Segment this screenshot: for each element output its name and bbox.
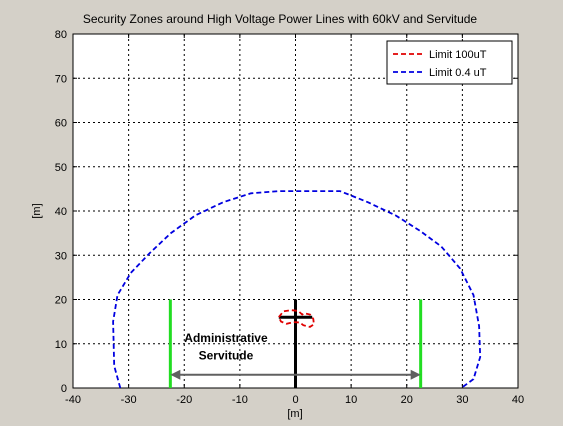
series-layer xyxy=(112,190,482,389)
y-axis-label: [m] xyxy=(31,203,43,218)
y-tick-label: 80 xyxy=(55,29,67,41)
x-tick-label: 10 xyxy=(345,394,357,406)
x-tick-label: -40 xyxy=(65,394,81,406)
y-tick-label: 70 xyxy=(55,73,67,85)
y-tick-label: 20 xyxy=(55,295,67,307)
legend-entry-label: Limit 0.4 uT xyxy=(429,67,487,79)
x-tick-label: -30 xyxy=(121,394,137,406)
legend-entry-label: Limit 100uT xyxy=(429,49,487,61)
legend-box xyxy=(386,40,513,85)
x-tick-label: 30 xyxy=(456,394,468,406)
x-axis-label: [m] xyxy=(287,408,302,420)
structures xyxy=(168,299,423,388)
x-tick-label: 0 xyxy=(292,394,298,406)
x-tick-label: -20 xyxy=(176,394,192,406)
y-tick-label: 10 xyxy=(55,339,67,351)
y-tick-label: 60 xyxy=(55,118,67,130)
series-line xyxy=(277,309,315,328)
annotation-line-1: Administrative xyxy=(184,331,268,345)
legend: Limit 100uT Limit 0.4 uT xyxy=(386,40,513,85)
y-tick-label: 50 xyxy=(55,162,67,174)
x-axis-ticks: -40 -30 -20 -10 0 10 20 30 40 xyxy=(65,34,524,406)
arrow-head-left xyxy=(170,369,181,380)
x-tick-label: 40 xyxy=(512,394,524,406)
y-tick-label: 40 xyxy=(55,206,67,218)
y-tick-label: 30 xyxy=(55,250,67,262)
y-tick-label: 0 xyxy=(61,383,67,395)
series-line xyxy=(112,190,482,389)
chart-title: Security Zones around High Voltage Power… xyxy=(83,12,478,26)
x-tick-label: -10 xyxy=(232,394,248,406)
x-tick-label: 20 xyxy=(401,394,413,406)
y-axis-ticks: 0 10 20 30 40 50 60 70 80 xyxy=(55,29,518,395)
servitude-annotation: Administrative Servitude xyxy=(170,331,421,380)
arrow-head-right xyxy=(410,369,421,380)
annotation-line-2: Servitude xyxy=(199,349,254,363)
